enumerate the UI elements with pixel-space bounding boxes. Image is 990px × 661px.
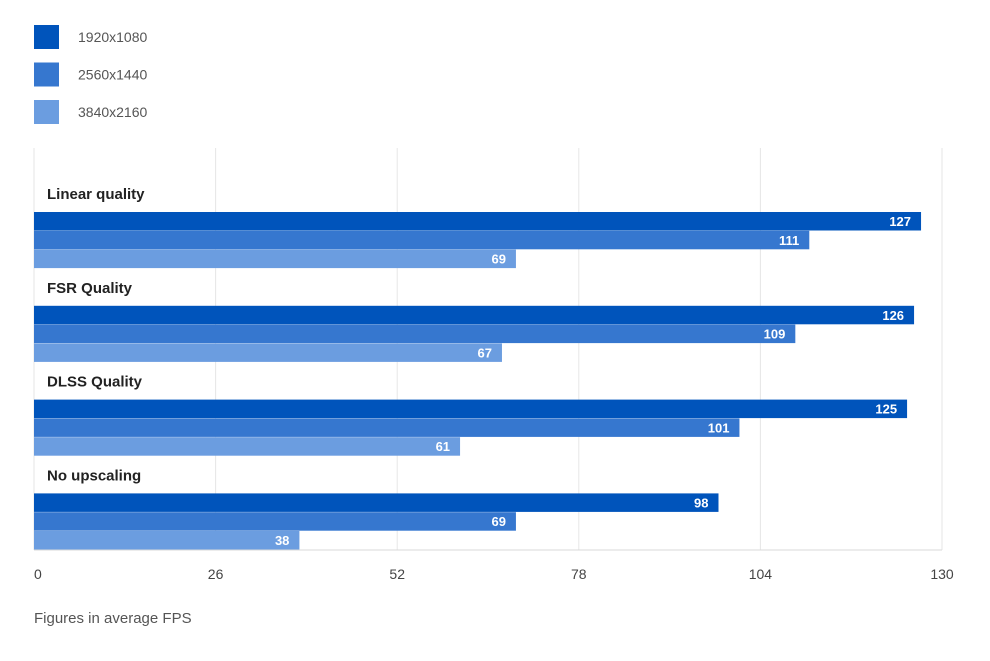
- bar: [34, 531, 300, 550]
- legend-label-3840x2160: 3840x2160: [78, 104, 148, 120]
- bar: [34, 493, 719, 512]
- bar-value-label: 69: [491, 252, 505, 267]
- bar-value-label: 109: [764, 327, 786, 342]
- group-label: FSR Quality: [47, 280, 133, 297]
- bars: 127 111 69 126 109 67 125 101 61 98 69 38: [34, 212, 922, 550]
- group-label: Linear quality: [47, 186, 145, 203]
- bar-value-label: 101: [708, 420, 730, 435]
- group-label: DLSS Quality: [47, 374, 143, 391]
- bar: [34, 512, 516, 531]
- bar: [34, 343, 502, 362]
- legend-swatch-1920x1080: [34, 25, 59, 49]
- x-tick-label: 52: [389, 566, 405, 582]
- x-tick-label: 130: [930, 566, 954, 582]
- bar-value-label: 61: [436, 439, 450, 454]
- legend: 1920x1080 2560x1440 3840x2160: [34, 25, 148, 124]
- bar: [34, 399, 908, 419]
- bar-value-label: 127: [889, 214, 911, 229]
- bar-value-label: 125: [875, 402, 897, 417]
- bar-value-label: 38: [275, 533, 289, 548]
- bar: [34, 437, 461, 456]
- bar: [34, 305, 915, 325]
- x-tick-label: 26: [208, 566, 224, 582]
- bar-value-label: 126: [882, 308, 904, 323]
- footnote: Figures in average FPS: [34, 610, 192, 627]
- legend-label-2560x1440: 2560x1440: [78, 67, 148, 83]
- legend-swatch-3840x2160: [34, 100, 59, 124]
- x-tick-label: 78: [571, 566, 587, 582]
- legend-label-1920x1080: 1920x1080: [78, 29, 148, 45]
- x-axis: 0 26 52 78 104 130: [34, 566, 954, 582]
- x-tick-label: 104: [749, 566, 773, 582]
- group-labels: Linear quality FSR Quality DLSS Quality No …: [47, 186, 145, 484]
- bar-value-label: 98: [694, 495, 708, 510]
- group-label: No upscaling: [47, 467, 141, 484]
- bar: [34, 230, 810, 250]
- bar: [34, 324, 796, 344]
- bar-value-label: 69: [491, 514, 505, 529]
- bar: [34, 418, 740, 437]
- bar-value-label: 111: [779, 233, 799, 248]
- legend-swatch-2560x1440: [34, 62, 59, 87]
- bar: [34, 212, 922, 231]
- x-tick-label: 0: [34, 566, 42, 582]
- bar: [34, 249, 516, 269]
- bar-value-label: 67: [478, 345, 492, 360]
